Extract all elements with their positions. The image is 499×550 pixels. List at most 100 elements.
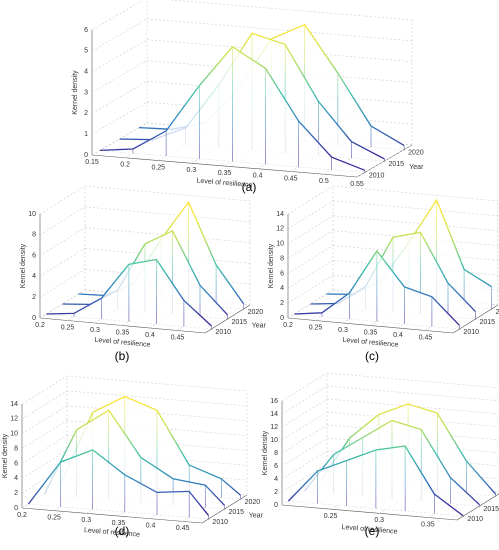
grid-line <box>281 463 328 493</box>
grid-line <box>39 227 86 256</box>
grid-line <box>287 245 334 274</box>
panel-caption: (b) <box>115 349 130 363</box>
year-marker <box>458 328 461 330</box>
panel-caption: (a) <box>242 180 257 194</box>
grid-line <box>39 206 86 236</box>
density-curve <box>320 403 497 495</box>
x-tick-label: 0.25 <box>324 513 338 520</box>
y-tick-label: 0 <box>280 315 284 322</box>
y-tick-label: 2 <box>274 489 278 496</box>
x-tick-label: 0.35 <box>218 170 232 177</box>
y-tick-label: 0 <box>84 152 88 159</box>
y-tick-label: 6 <box>274 463 278 470</box>
grid-line <box>91 39 148 72</box>
grid-line <box>66 390 248 407</box>
panel-caption: (e) <box>365 524 380 538</box>
y-tick-label: 0 <box>14 505 18 512</box>
depth-tick-label: 2015 <box>229 509 245 516</box>
x-tick-label: 0.4 <box>145 332 155 339</box>
grid-line <box>281 385 328 415</box>
grid-line <box>326 372 499 389</box>
grid-line <box>326 398 499 415</box>
y-axis-label: Kernel density <box>2 433 9 478</box>
grid-line <box>66 375 248 392</box>
y-tick-label: 14 <box>10 401 18 408</box>
y-tick-label: 6 <box>32 252 36 259</box>
x-tick-label: 0.4 <box>393 332 403 339</box>
y-tick-label: 0 <box>32 315 36 322</box>
year-marker <box>478 505 481 507</box>
grid-line <box>287 274 334 304</box>
grid-line <box>323 141 380 175</box>
x-axis-label: Level of resilience <box>94 337 151 349</box>
grid-line <box>332 215 499 232</box>
curve-fill <box>28 449 209 519</box>
year-marker <box>364 171 366 174</box>
grid-line <box>287 200 334 230</box>
grid-line <box>287 185 334 215</box>
depth-tick-label: 2015 <box>480 319 496 326</box>
depth-axis-label: Year <box>249 512 264 519</box>
x-tick-label: 0.2 <box>120 162 130 169</box>
density-curve <box>294 249 460 326</box>
y-tick-label: 1 <box>84 131 88 138</box>
year-marker <box>210 328 213 330</box>
depth-axis-label: Year <box>252 322 267 329</box>
y-tick-label: 6 <box>280 270 284 277</box>
density-curve <box>99 45 366 171</box>
x-tick-label: 0.35 <box>112 520 126 527</box>
y-tick-label: 4 <box>84 69 88 76</box>
grid-line <box>84 185 251 202</box>
density-curve <box>46 258 212 327</box>
year-marker <box>494 495 497 497</box>
density-curve <box>60 395 242 496</box>
x-tick-label: 0.2 <box>35 322 45 329</box>
y-tick-label: 12 <box>270 424 278 431</box>
y-tick-label: 16 <box>270 398 278 405</box>
year-marker <box>226 318 229 320</box>
x-axis-label: Level of resilience <box>342 337 399 349</box>
y-tick-label: 6 <box>14 460 18 467</box>
y-tick-label: 8 <box>280 255 284 262</box>
density-curve <box>27 449 209 516</box>
depth-tick-label: 2010 <box>369 172 385 179</box>
grid-line <box>287 260 334 289</box>
y-tick-label: 14 <box>276 211 284 218</box>
grid-line <box>91 0 145 31</box>
grid-line <box>332 200 499 217</box>
y-axis-label: Kernel density <box>268 243 275 288</box>
depth-tick-label: 2010 <box>215 329 231 336</box>
year-marker <box>239 498 242 500</box>
depth-tick-label: 2015 <box>389 161 405 168</box>
grid-line <box>326 385 499 402</box>
grid-line <box>332 185 499 202</box>
grid-line <box>281 398 328 428</box>
y-tick-label: 8 <box>14 445 18 452</box>
grid-line <box>281 372 328 402</box>
y-tick-label: 5 <box>84 48 88 55</box>
x-tick-label: 0.2 <box>17 512 27 519</box>
depth-tick-label: 2020 <box>248 309 264 316</box>
x-tick-label: 0.5 <box>319 178 329 185</box>
depth-tick-label: 2010 <box>463 329 479 336</box>
grid-line <box>21 390 68 420</box>
density-curve <box>287 445 464 517</box>
grid-line <box>326 424 499 441</box>
x-tick-label: 0.25 <box>309 324 323 331</box>
x-tick-label: 0.4 <box>146 523 156 530</box>
y-tick-label: 8 <box>274 450 278 457</box>
y-axis-label: Kernel density <box>262 430 269 475</box>
x-axis-label: Level of resilience <box>84 527 141 539</box>
y-tick-label: 2 <box>32 294 36 301</box>
x-tick-label: 0.3 <box>374 517 384 524</box>
x-tick-label: 0.4 <box>253 173 263 180</box>
grid-line <box>281 437 328 467</box>
grid-line <box>281 424 328 454</box>
x-tick-label: 0.45 <box>171 334 185 341</box>
y-tick-label: 8 <box>32 232 36 239</box>
depth-tick-label: 2010 <box>467 516 483 523</box>
x-axis-label: Level of resilience <box>341 524 398 536</box>
panel-caption: (c) <box>365 349 379 363</box>
x-tick-label: 0.15 <box>85 159 99 166</box>
